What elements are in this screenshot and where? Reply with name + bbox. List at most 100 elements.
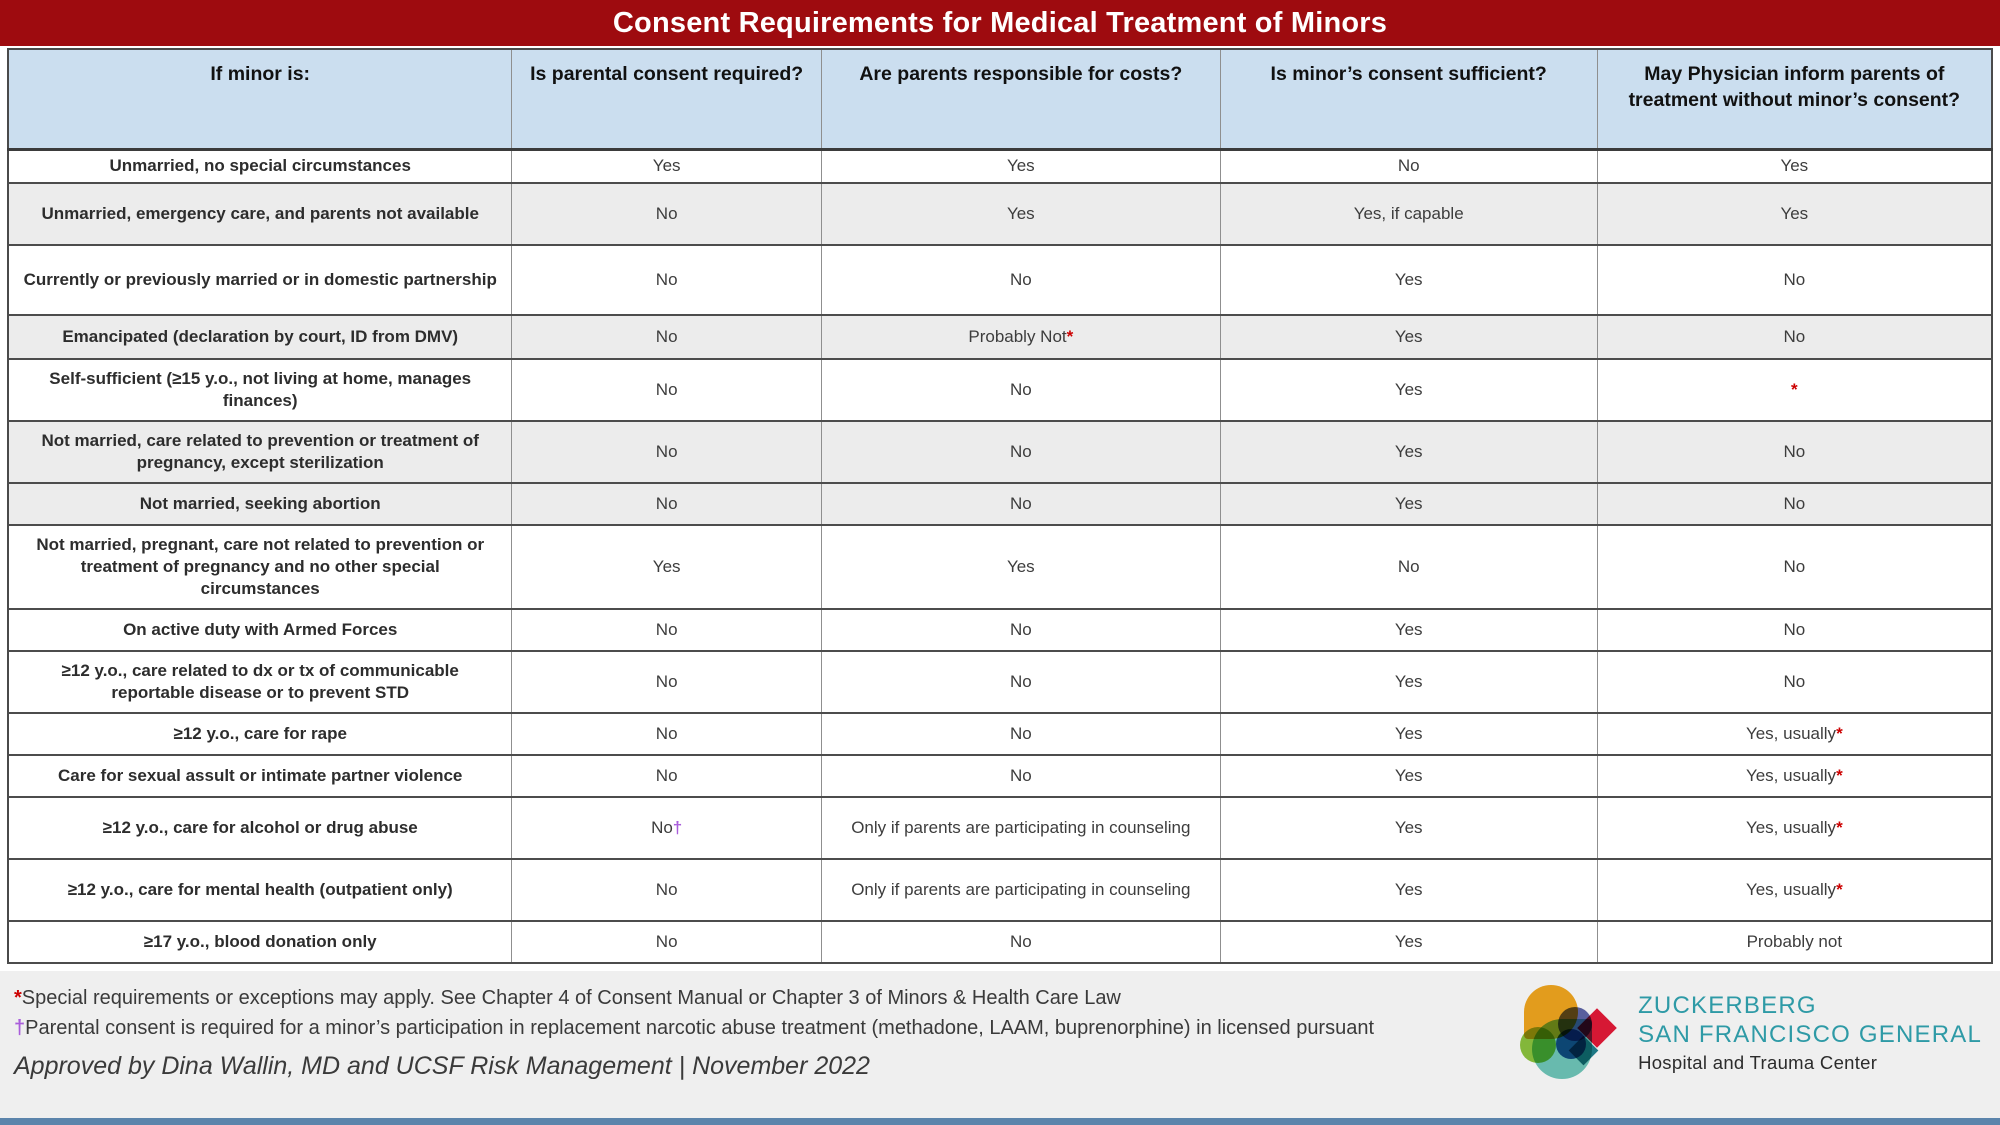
cell-text: No xyxy=(655,326,678,346)
cell-text: No xyxy=(1009,765,1032,785)
cell-text: Yes xyxy=(1394,379,1423,399)
cell-text: On active duty with Armed Forces xyxy=(123,619,398,639)
data-cell: Probably Not* xyxy=(820,314,1221,360)
footer: *Special requirements or exceptions may … xyxy=(0,971,2000,1118)
logo-line-3: Hospital and Trauma Center xyxy=(1638,1051,1878,1073)
cell-text: No xyxy=(1397,556,1420,576)
cell-text: No xyxy=(655,379,678,399)
title-banner: Consent Requirements for Medical Treatme… xyxy=(0,0,2000,46)
cell-text: No xyxy=(655,765,678,785)
cell-text: No xyxy=(1009,671,1032,691)
cell-text: No xyxy=(1783,671,1806,691)
data-cell: Yes, usually* xyxy=(1596,712,1993,756)
asterisk-marker: * xyxy=(1066,326,1074,346)
cell-text: No xyxy=(1009,269,1032,289)
table-row: ≥17 y.o., blood donation only No No Yes Prob… xyxy=(7,920,1993,964)
cell-text: Yes xyxy=(1006,203,1035,223)
data-cell: Yes xyxy=(1219,482,1598,526)
data-cell: No xyxy=(511,712,822,756)
asterisk-marker: * xyxy=(14,987,22,1009)
data-cell: Yes xyxy=(1219,920,1598,964)
data-cell: Only if parents are participating in cou… xyxy=(820,858,1221,922)
data-cell: No xyxy=(820,712,1221,756)
data-cell: No xyxy=(511,650,822,714)
table-body: Unmarried, no special circumstances Yes Ye… xyxy=(7,148,1993,964)
cell-text: ≥12 y.o., care related to dx or tx of co… xyxy=(61,660,459,702)
cell-text: Only if parents are participating in cou… xyxy=(851,879,1191,899)
cell-text: No xyxy=(651,817,673,837)
cell-text: Yes xyxy=(1394,619,1423,639)
cell-text: No xyxy=(655,931,678,951)
table-container: If minor is: Is parental consent required… xyxy=(0,46,2000,964)
asterisk-marker: * xyxy=(1791,379,1798,399)
cell-text: No xyxy=(1783,619,1806,639)
data-cell: No xyxy=(820,608,1221,652)
column-header: Is minor’s consent sufficient? xyxy=(1219,49,1598,151)
cell-text: Yes xyxy=(1394,671,1423,691)
column-header: If minor is: xyxy=(7,49,513,151)
data-cell: No xyxy=(511,244,822,316)
data-cell: No xyxy=(820,650,1221,714)
cell-text: Yes xyxy=(1394,326,1423,346)
cell-text: Yes xyxy=(1780,156,1809,176)
footnotes: *Special requirements or exceptions may … xyxy=(14,983,1374,1081)
row-label-cell: On active duty with Armed Forces xyxy=(7,608,513,652)
cell-text: No xyxy=(655,441,678,461)
cell-text: No xyxy=(655,269,678,289)
cell-text: ≥12 y.o., care for alcohol or drug abuse xyxy=(102,817,418,837)
row-label-cell: Not married, seeking abortion xyxy=(7,482,513,526)
table-row: ≥12 y.o., care for alcohol or drug abuse… xyxy=(7,796,1993,860)
cell-text: Yes xyxy=(1394,817,1423,837)
cell-text: No xyxy=(1009,931,1032,951)
logo-line-2: SAN FRANCISCO GENERAL xyxy=(1638,1020,1982,1048)
data-cell: * xyxy=(1596,358,1993,422)
data-cell: No xyxy=(820,754,1221,798)
cell-text: Yes, usually xyxy=(1745,765,1837,785)
table-row: Not married, pregnant, care not related … xyxy=(7,524,1993,610)
data-cell: Yes xyxy=(1219,650,1598,714)
row-label-cell: Not married, care related to prevention … xyxy=(7,420,513,484)
hospital-logo-icon xyxy=(1520,985,1622,1081)
data-cell: Yes xyxy=(511,524,822,610)
row-label-cell: ≥17 y.o., blood donation only xyxy=(7,920,513,964)
cell-text: Yes, if capable xyxy=(1353,203,1464,223)
data-cell: Yes xyxy=(1219,420,1598,484)
table-row: Emancipated (declaration by court, ID fr… xyxy=(7,314,1993,360)
data-cell: Yes, usually* xyxy=(1596,796,1993,860)
data-cell: Yes xyxy=(511,148,822,184)
cell-text: No xyxy=(1009,493,1032,513)
data-cell: Yes xyxy=(1219,796,1598,860)
row-label-cell: Self-sufficient (≥15 y.o., not living at… xyxy=(7,358,513,422)
data-cell: No xyxy=(1219,148,1598,184)
cell-text: Yes, usually xyxy=(1745,817,1837,837)
asterisk-marker: * xyxy=(1836,723,1843,743)
data-cell: No xyxy=(1596,608,1993,652)
row-label-cell: Care for sexual assult or intimate partn… xyxy=(7,754,513,798)
table-row: ≥12 y.o., care for rape No No Yes Yes, usual… xyxy=(7,712,1993,756)
table-row: Self-sufficient (≥15 y.o., not living at… xyxy=(7,358,1993,422)
cell-text: Emancipated (declaration by court, ID fr… xyxy=(62,326,459,346)
data-cell: No xyxy=(1596,524,1993,610)
asterisk-marker: * xyxy=(1836,765,1843,785)
cell-text: Care for sexual assult or intimate partn… xyxy=(58,765,463,785)
data-cell: No xyxy=(820,358,1221,422)
cell-text: Probably Not xyxy=(968,326,1067,346)
cell-text: ≥12 y.o., care for rape xyxy=(173,723,347,743)
data-cell: Only if parents are participating in cou… xyxy=(820,796,1221,860)
data-cell: Yes, usually* xyxy=(1596,858,1993,922)
cell-text: No xyxy=(1009,441,1032,461)
cell-text: Yes xyxy=(652,156,681,176)
asterisk-marker: * xyxy=(1836,879,1843,899)
data-cell: Probably not xyxy=(1596,920,1993,964)
logo-line-1: ZUCKERBERG xyxy=(1638,992,1817,1020)
cell-text: Not married, care related to prevention … xyxy=(41,430,479,472)
footnote: †Parental consent is required for a mino… xyxy=(14,1013,1374,1043)
data-cell: No xyxy=(511,608,822,652)
cell-text: No xyxy=(1009,379,1032,399)
data-cell: No† xyxy=(511,796,822,860)
cell-text: Currently or previously married or in do… xyxy=(23,269,497,289)
cell-text: No xyxy=(655,619,678,639)
data-cell: Yes xyxy=(1596,148,1993,184)
data-cell: Yes xyxy=(1596,182,1993,246)
